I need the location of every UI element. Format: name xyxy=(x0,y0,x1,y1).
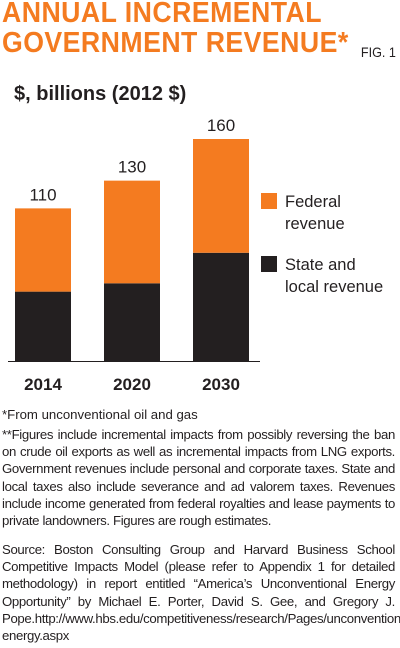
source-note: Source: Boston Consulting Group and Harv… xyxy=(2,542,400,644)
figure-label: FIG. 1 xyxy=(360,44,396,60)
legend-swatch-state-local xyxy=(261,256,277,272)
legend-label-federal-line2: revenue xyxy=(285,215,345,233)
unit-label: $, billions (2012 $) xyxy=(14,83,187,105)
category-label-2030: 2030 xyxy=(202,375,240,394)
bar-2030-state-local xyxy=(193,252,249,361)
total-label-2020: 130 xyxy=(118,158,146,177)
category-label-2020: 2020 xyxy=(113,375,151,394)
bar-2020-federal xyxy=(104,180,160,284)
bar-2030-federal xyxy=(193,139,249,253)
legend-label-federal-line1: Federal xyxy=(285,193,341,211)
total-label-2030: 160 xyxy=(207,116,235,135)
category-label-2014: 2014 xyxy=(24,375,62,394)
chart-title: ANNUAL INCREMENTAL GOVERNMENT REVENUE* xyxy=(2,0,349,58)
title-line-1: ANNUAL INCREMENTAL xyxy=(2,0,323,29)
bar-2014-state-local xyxy=(15,291,71,362)
legend-label-state-local-line1: State and xyxy=(285,256,356,274)
legend-swatch-federal xyxy=(261,193,277,209)
footnote-asterisk: *From unconventional oil and gas xyxy=(2,407,198,422)
bar-2014-federal xyxy=(15,208,71,292)
legend-label-state-local-line2: local revenue xyxy=(285,278,383,296)
title-line-2: GOVERNMENT REVENUE* xyxy=(2,27,349,59)
stacked-bar-chart: 110 2014 130 2020 160 2030 Federal revenue State… xyxy=(8,116,383,394)
bar-2020-state-local xyxy=(104,283,160,361)
total-label-2014: 110 xyxy=(29,185,56,204)
footnote-double-asterisk: **Figures include incremental impacts fr… xyxy=(2,427,395,529)
